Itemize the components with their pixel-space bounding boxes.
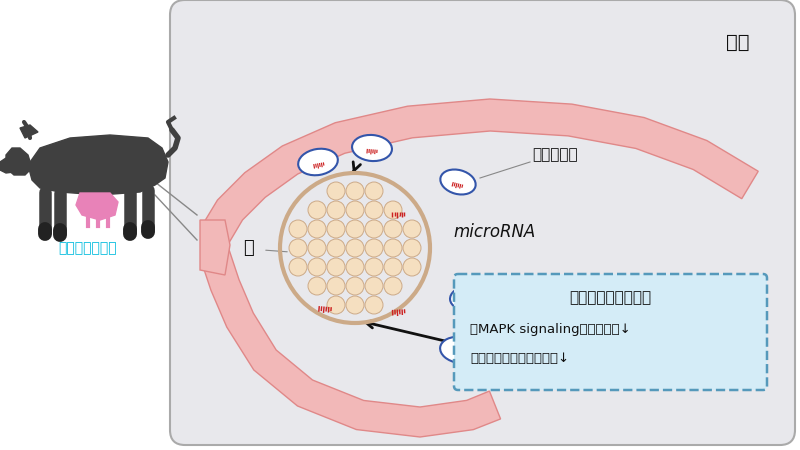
Circle shape <box>403 258 421 276</box>
Circle shape <box>327 182 345 200</box>
Polygon shape <box>0 158 14 173</box>
Circle shape <box>384 201 402 219</box>
Circle shape <box>346 182 364 200</box>
Circle shape <box>346 258 364 276</box>
Ellipse shape <box>440 170 476 194</box>
Circle shape <box>365 258 383 276</box>
Circle shape <box>308 201 326 219</box>
Text: ・MAPK signaling関連遷伝子↓: ・MAPK signaling関連遷伝子↓ <box>470 324 630 337</box>
Ellipse shape <box>352 135 392 161</box>
Text: microRNA: microRNA <box>454 223 536 241</box>
Circle shape <box>346 239 364 257</box>
FancyBboxPatch shape <box>454 274 767 390</box>
Text: 胚: 胚 <box>242 239 254 257</box>
Circle shape <box>346 220 364 238</box>
Polygon shape <box>202 99 758 243</box>
Circle shape <box>289 239 307 257</box>
Polygon shape <box>6 148 32 175</box>
Circle shape <box>365 277 383 295</box>
Circle shape <box>327 201 345 219</box>
Text: 胚遷伝子発現の変化: 胚遷伝子発現の変化 <box>570 291 651 306</box>
Circle shape <box>403 220 421 238</box>
Text: ・インターフェロンタウ↓: ・インターフェロンタウ↓ <box>470 351 569 364</box>
Circle shape <box>384 277 402 295</box>
Polygon shape <box>200 220 230 275</box>
Circle shape <box>365 182 383 200</box>
Circle shape <box>403 239 421 257</box>
Ellipse shape <box>440 337 480 363</box>
Circle shape <box>308 277 326 295</box>
Circle shape <box>327 258 345 276</box>
Polygon shape <box>28 135 168 195</box>
Circle shape <box>346 296 364 314</box>
Circle shape <box>327 277 345 295</box>
Polygon shape <box>201 250 501 437</box>
Ellipse shape <box>450 286 486 310</box>
Polygon shape <box>76 193 118 220</box>
Circle shape <box>365 220 383 238</box>
Circle shape <box>365 296 383 314</box>
Circle shape <box>327 239 345 257</box>
Text: 姊娠しづらい牛: 姊娠しづらい牛 <box>58 241 118 255</box>
Circle shape <box>384 220 402 238</box>
Circle shape <box>365 201 383 219</box>
Circle shape <box>289 220 307 238</box>
Circle shape <box>365 239 383 257</box>
Circle shape <box>346 277 364 295</box>
Polygon shape <box>20 125 38 138</box>
Ellipse shape <box>298 149 338 175</box>
Text: 子宮: 子宮 <box>726 32 750 51</box>
Circle shape <box>346 201 364 219</box>
Circle shape <box>327 296 345 314</box>
Circle shape <box>327 220 345 238</box>
Circle shape <box>308 239 326 257</box>
Circle shape <box>308 220 326 238</box>
FancyBboxPatch shape <box>170 0 795 445</box>
Text: 細胞外小胞: 細胞外小胞 <box>532 148 578 162</box>
Circle shape <box>308 258 326 276</box>
Circle shape <box>384 258 402 276</box>
Circle shape <box>384 239 402 257</box>
Circle shape <box>289 258 307 276</box>
